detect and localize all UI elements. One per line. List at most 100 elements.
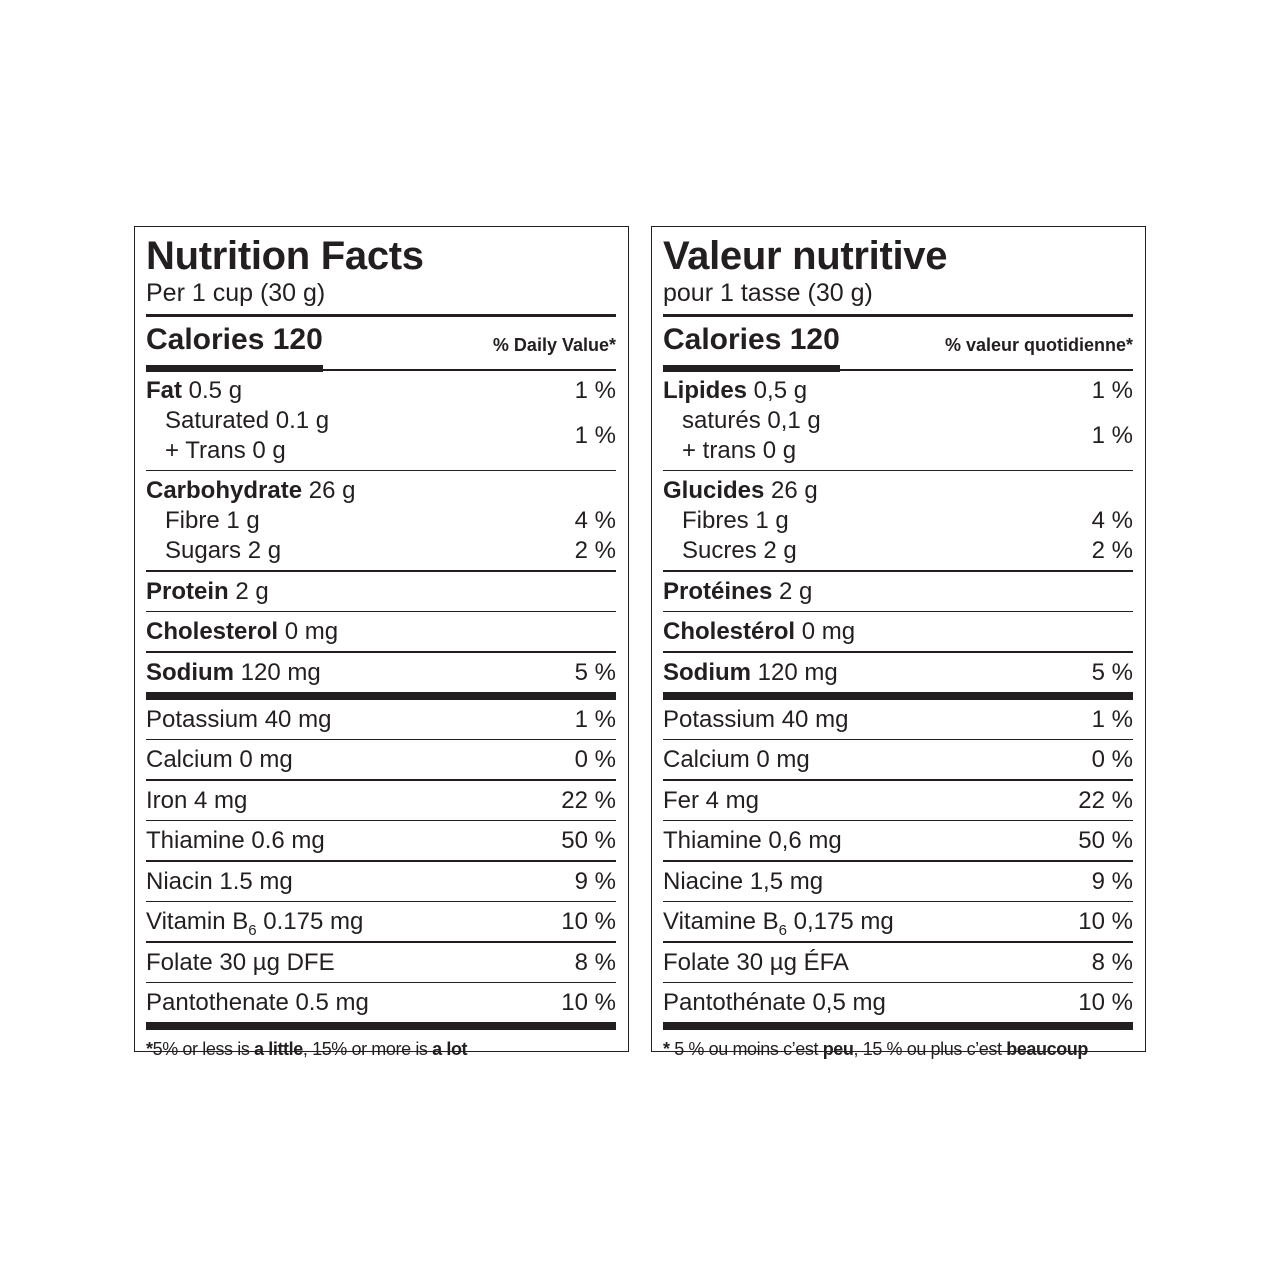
divider (663, 1022, 1133, 1030)
nutrient-label: Fibre 1 g (165, 506, 260, 536)
nutrient-label: Thiamine 0,6 mg (663, 826, 842, 856)
divider (146, 691, 616, 700)
nutrient-row: Cholestérol 0 mg (663, 617, 1133, 647)
nutrient-section: Protein 2 g (146, 572, 616, 611)
nutrient-name: Lipides (663, 376, 748, 404)
nutrient-row: Iron 4 mg 22 % (146, 786, 616, 816)
calories: Calories 120 (146, 323, 323, 372)
nutrient-name: Sugars 2 g (165, 537, 282, 564)
daily-value: 10 % (561, 989, 616, 1016)
daily-value: 22 % (1078, 786, 1133, 814)
daily-value: 1 % (1091, 705, 1133, 733)
nutrient-section: Cholesterol 0 mg (146, 612, 616, 651)
nutrient-amount: 120 mg (751, 658, 838, 686)
nutrient-lines: Saturated 0.1 g + Trans 0 g (165, 406, 329, 466)
nutrient-label: Cholesterol 0 mg (146, 617, 338, 647)
daily-value: 8 % (1091, 948, 1133, 976)
nutrient-section: Potassium 40 mg 1 % (146, 700, 616, 739)
nutrient-row: Fibres 1 g 4 % (663, 506, 1133, 536)
nutrient-name: Vitamine B (663, 908, 779, 935)
nutrition-facts-label-english: Nutrition Facts Per 1 cup (30 g) Calories … (134, 226, 629, 1059)
nutrient-row: Sucres 2 g 2 % (663, 536, 1133, 566)
nutrient-section: Vitamine B6 0,175 mg 10 % (663, 902, 1133, 941)
daily-value: 22 % (561, 786, 616, 814)
footnote-part: , 15% or more is (302, 1039, 433, 1059)
daily-value: 5 % (1091, 658, 1133, 686)
divider (146, 819, 616, 821)
nutrient-name: Fibre 1 g (165, 507, 260, 534)
nutrient-section: Folate 30 µg DFE 8 % (146, 943, 616, 982)
daily-value: 0 % (574, 746, 616, 773)
nutrient-row: Folate 30 µg ÉFA 8 % (663, 948, 1133, 978)
nutrient-label: Calcium 0 mg (146, 745, 293, 775)
nutrient-row: Thiamine 0.6 mg 50 % (146, 826, 616, 856)
daily-value: 4 % (1091, 507, 1133, 534)
footnote-part: , 15 % ou plus c’est (853, 1039, 1007, 1059)
footnote-part: 5 % ou moins c’est (674, 1039, 823, 1059)
nutrient-row: Pantothenate 0.5 mg 10 % (146, 988, 616, 1018)
calories-row: Calories 120 % valeur quotidienne* (663, 317, 1133, 372)
nutrient-label: Carbohydrate 26 g (146, 476, 355, 506)
nutrient-row: Glucides 26 g (663, 476, 1133, 506)
calories-row: Calories 120 % Daily Value* (146, 317, 616, 372)
nutrient-row: Niacin 1.5 mg 9 % (146, 867, 616, 897)
divider (663, 941, 1133, 943)
daily-value: 8 % (574, 948, 616, 976)
nutrient-row: Cholesterol 0 mg (146, 617, 616, 647)
divider (663, 819, 1133, 821)
nutrient-name: Cholesterol (146, 618, 279, 645)
nutrient-label: Fer 4 mg (663, 786, 759, 816)
divider (663, 314, 1133, 317)
nutrient-label: Lipides 0,5 g (663, 376, 807, 406)
nutrient-name: Pantothenate 0.5 mg (146, 989, 369, 1016)
divider (146, 981, 616, 983)
nutrient-row: Sugars 2 g 2 % (146, 536, 616, 566)
nutrient-section: Calcium 0 mg 0 % (663, 740, 1133, 779)
nutrient-amount: 0.175 mg (256, 908, 364, 935)
divider (146, 469, 616, 471)
nutrient-name: Niacine 1,5 mg (663, 867, 824, 895)
nutrient-row: Potassium 40 mg 1 % (663, 705, 1133, 735)
nutrient-name: Folate 30 µg ÉFA (663, 948, 849, 976)
nutrient-name: Folate 30 µg DFE (146, 948, 335, 976)
divider (663, 981, 1133, 983)
nutrient-name: Niacin 1.5 mg (146, 867, 293, 895)
divider (146, 314, 616, 317)
nutrient-name: + trans 0 g (682, 436, 797, 464)
nutrient-name: Sodium (663, 658, 751, 686)
nutrient-name: Cholestérol (663, 618, 796, 645)
divider (146, 738, 616, 740)
nutrient-row: Thiamine 0,6 mg 50 % (663, 826, 1133, 856)
label-title: Valeur nutritive (663, 234, 948, 278)
nutrient-section: Niacin 1.5 mg 9 % (146, 862, 616, 901)
daily-value: 1 % (574, 421, 616, 449)
subscript: 6 (248, 922, 257, 939)
divider (146, 570, 616, 572)
nutrient-name: Fat (146, 376, 182, 404)
nutrient-section: Cholestérol 0 mg (663, 612, 1133, 651)
footnote-part: 5% or less is (152, 1039, 255, 1059)
nutrient-label: Glucides 26 g (663, 476, 818, 506)
daily-value: 10 % (561, 908, 616, 935)
nutrient-label: Niacin 1.5 mg (146, 867, 293, 897)
nutrient-label: Vitamin B6 0.175 mg (146, 907, 364, 939)
nutrient-name: Calcium 0 mg (146, 746, 293, 773)
nutrition-facts-label-french: Valeur nutritive pour 1 tasse (30 g) Calor… (651, 226, 1146, 1059)
daily-value: 9 % (574, 867, 616, 895)
footnote: *5% or less is a little, 15% or more is … (146, 1030, 616, 1066)
divider (146, 651, 616, 653)
nutrient-label: Pantothénate 0,5 mg (663, 988, 886, 1018)
nutrient-name: Sucres 2 g (682, 537, 797, 564)
nutrient-section: Fer 4 mg 22 % (663, 781, 1133, 820)
nutrient-label: Thiamine 0.6 mg (146, 826, 325, 856)
footnote-part: beaucoup (1006, 1039, 1088, 1059)
daily-value: 0 % (1091, 746, 1133, 773)
divider (663, 369, 1133, 371)
nutrient-row: Potassium 40 mg 1 % (146, 705, 616, 735)
nutrient-label: Protéines 2 g (663, 577, 812, 607)
nutrient-label: Sodium 120 mg (663, 658, 838, 688)
nutrient-row: Vitamin B6 0.175 mg 10 % (146, 907, 616, 939)
footnote-part: * (663, 1039, 675, 1059)
daily-value: 4 % (574, 507, 616, 534)
